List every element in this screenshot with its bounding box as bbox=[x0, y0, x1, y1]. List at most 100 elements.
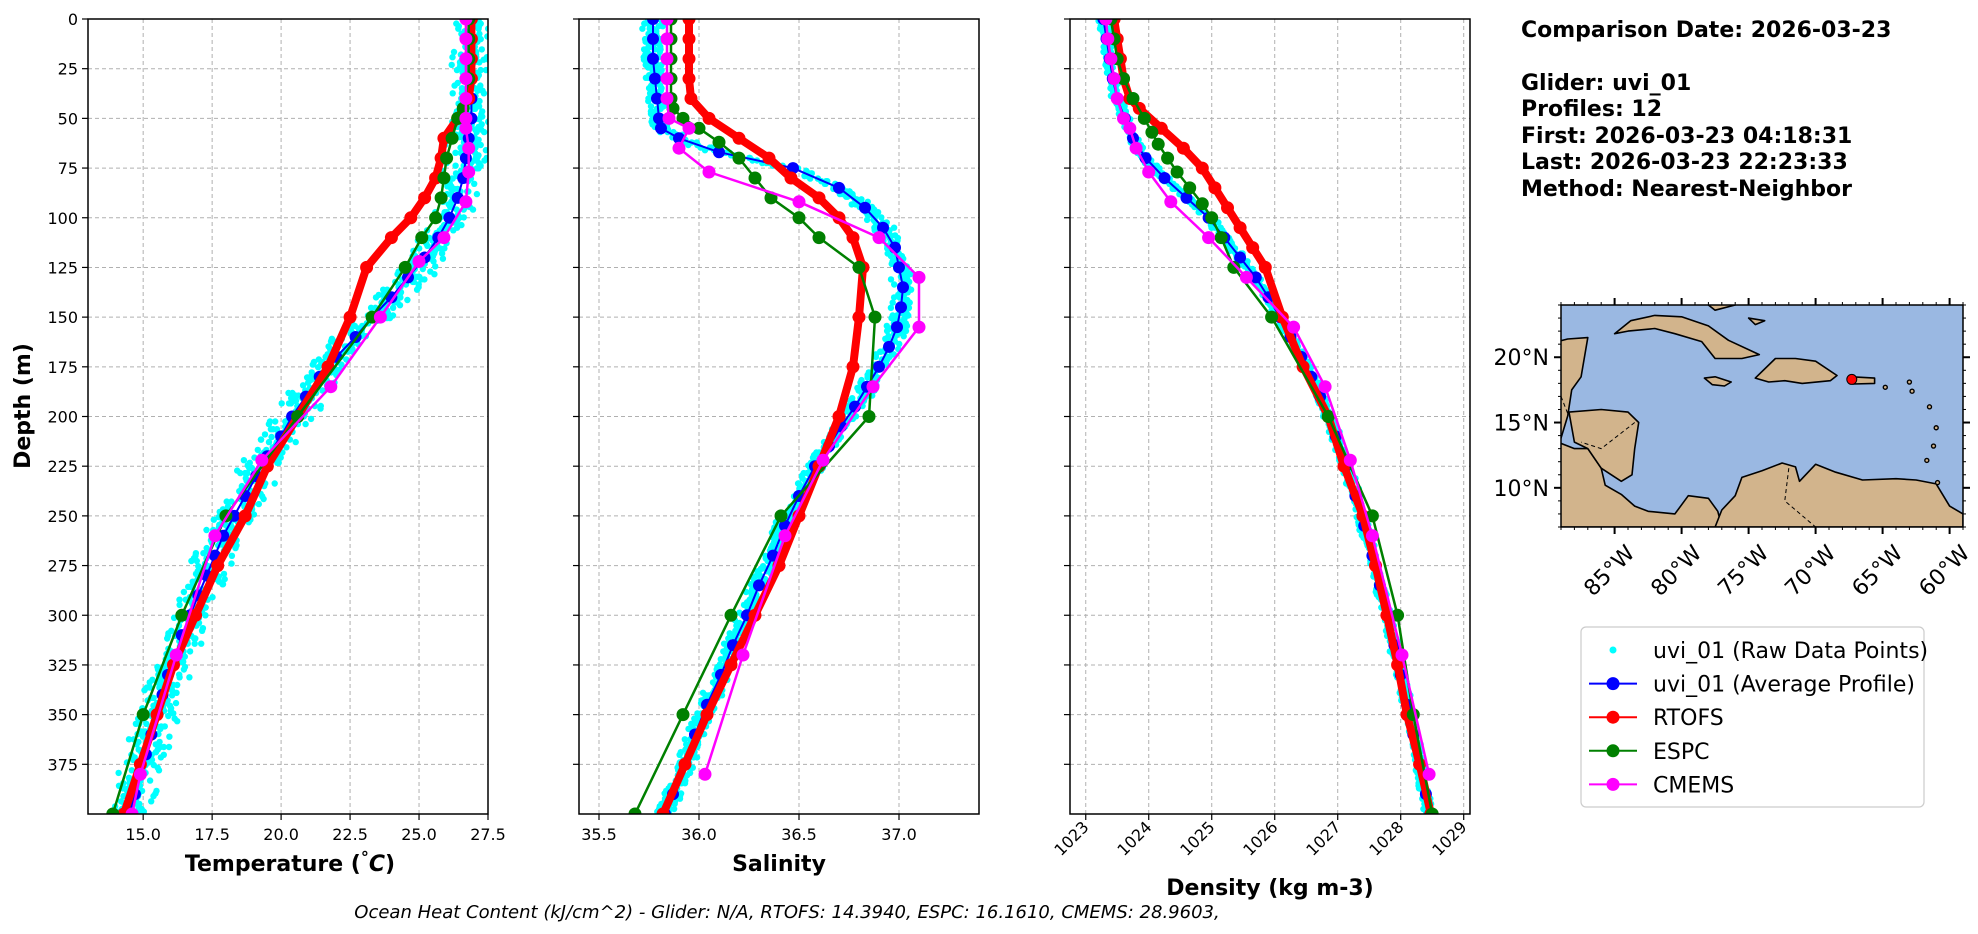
lon-tick-label: 75°W bbox=[1714, 541, 1775, 602]
series-point-average bbox=[895, 301, 907, 314]
y-tick-label: 125 bbox=[47, 258, 78, 277]
series-point-cmems bbox=[1099, 19, 1113, 26]
series-point-rtofs bbox=[846, 360, 860, 374]
raw-data-point bbox=[317, 405, 324, 412]
series-point-rtofs bbox=[1176, 141, 1190, 155]
raw-data-point bbox=[887, 252, 895, 260]
raw-data-point bbox=[221, 575, 228, 583]
series-point-cmems bbox=[459, 19, 473, 26]
raw-data-point bbox=[489, 106, 495, 112]
series-point-average bbox=[647, 19, 659, 25]
legend-item-espc: ESPC bbox=[1589, 740, 1710, 765]
raw-points bbox=[1095, 19, 1439, 814]
series-point-average bbox=[651, 92, 663, 105]
series-point-cmems bbox=[459, 111, 473, 125]
raw-data-point bbox=[413, 286, 421, 293]
raw-data-point bbox=[681, 780, 689, 787]
series-point-cmems bbox=[912, 270, 926, 284]
series-point-rtofs bbox=[682, 32, 696, 46]
raw-data-point bbox=[888, 260, 895, 268]
series-point-espc bbox=[415, 231, 429, 245]
lon-tick-label: 60°W bbox=[1915, 541, 1976, 602]
land-island bbox=[1930, 443, 1937, 449]
series-point-average bbox=[859, 201, 871, 214]
land-island bbox=[1906, 379, 1913, 385]
raw-data-point bbox=[747, 581, 754, 588]
raw-data-point bbox=[141, 687, 148, 694]
raw-data-point bbox=[176, 601, 183, 609]
raw-data-point bbox=[191, 640, 198, 647]
raw-data-point bbox=[319, 387, 326, 394]
raw-data-point bbox=[172, 699, 180, 707]
raw-data-point bbox=[192, 635, 199, 642]
raw-data-point bbox=[180, 666, 188, 673]
profile-count: Profiles: 12 bbox=[1521, 97, 1662, 122]
raw-data-point bbox=[261, 431, 269, 438]
raw-data-point bbox=[176, 596, 183, 603]
series-point-rtofs bbox=[702, 111, 716, 125]
series-point-cmems bbox=[459, 195, 473, 209]
series-point-rtofs bbox=[724, 658, 738, 672]
legend-box bbox=[1580, 626, 1925, 808]
series-cmems bbox=[1099, 19, 1436, 781]
series-point-espc bbox=[1321, 410, 1335, 423]
raw-data-point bbox=[210, 516, 217, 523]
raw-data-point bbox=[198, 640, 205, 647]
land-hispaniola bbox=[1754, 357, 1838, 385]
series-point-espc bbox=[1205, 211, 1219, 225]
raw-data-point bbox=[476, 59, 483, 66]
raw-data-point bbox=[302, 420, 309, 428]
raw-data-point bbox=[471, 180, 478, 187]
raw-data-point bbox=[272, 418, 279, 425]
raw-data-point bbox=[670, 805, 678, 813]
raw-data-point bbox=[905, 299, 912, 306]
x-tick-label: 36.5 bbox=[781, 825, 817, 844]
series-point-espc bbox=[1183, 181, 1197, 195]
raw-data-point bbox=[278, 400, 285, 407]
raw-data-point bbox=[469, 206, 477, 213]
raw-data-point bbox=[203, 526, 210, 534]
raw-data-point bbox=[900, 333, 907, 340]
info-block: Comparison Date: 2026-03-23 Glider: uvi_… bbox=[1521, 18, 1891, 202]
legend-marker bbox=[1606, 777, 1620, 791]
series-point-cmems bbox=[1117, 111, 1130, 125]
lat-tick-label: 15°N bbox=[1494, 412, 1549, 437]
land-island bbox=[1926, 404, 1933, 410]
raw-data-point bbox=[186, 648, 194, 655]
y-tick-label: 150 bbox=[47, 308, 78, 327]
lat-tick-label: 10°N bbox=[1494, 477, 1549, 502]
raw-data-point bbox=[481, 157, 488, 164]
series-point-cmems bbox=[912, 320, 926, 334]
raw-data-point bbox=[315, 364, 322, 371]
series-cmems bbox=[660, 19, 926, 781]
series-point-cmems bbox=[373, 310, 387, 324]
raw-data-point bbox=[441, 245, 448, 252]
density-panel: 1023 1024 1025 1026 1027 1028 1029 bbox=[1050, 18, 1471, 860]
series-point-espc bbox=[868, 310, 882, 324]
series-point-cmems bbox=[660, 19, 674, 26]
x-tick-label: 27.5 bbox=[470, 825, 506, 844]
raw-data-point bbox=[228, 498, 235, 505]
raw-data-point bbox=[432, 263, 439, 270]
raw-data-point bbox=[200, 550, 207, 557]
x-tick-label: 35.5 bbox=[581, 825, 617, 844]
x-tick-label: 37.0 bbox=[881, 825, 917, 844]
series-point-espc bbox=[1227, 260, 1241, 274]
series-point-rtofs bbox=[404, 211, 418, 225]
series-point-espc bbox=[1137, 111, 1151, 125]
raw-data-point bbox=[157, 725, 164, 733]
raw-data-point bbox=[143, 720, 150, 727]
raw-data-point bbox=[174, 718, 181, 725]
raw-data-point bbox=[481, 128, 488, 136]
y-tick-label: 225 bbox=[47, 457, 78, 476]
raw-data-point bbox=[430, 258, 437, 265]
x-tick-label: 20.0 bbox=[263, 825, 299, 844]
raw-data-point bbox=[449, 90, 456, 97]
legend-marker bbox=[1609, 646, 1617, 654]
series-point-cmems bbox=[462, 141, 476, 155]
series-point-cmems bbox=[1422, 767, 1436, 781]
y-tick-label: 25 bbox=[58, 60, 78, 79]
series-point-cmems bbox=[459, 92, 473, 105]
y-tick-label: 100 bbox=[47, 209, 78, 228]
raw-data-point bbox=[475, 136, 482, 143]
